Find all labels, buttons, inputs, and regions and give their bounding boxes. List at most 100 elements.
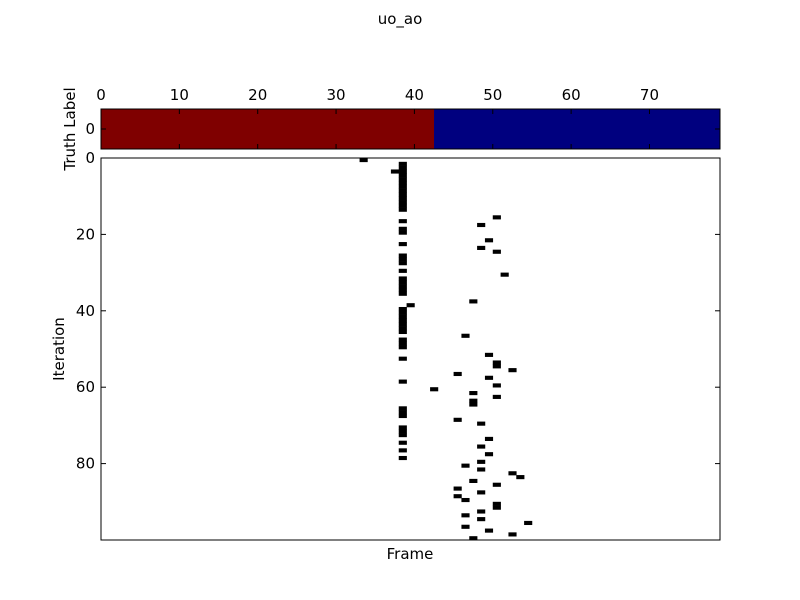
heatmap-cell	[524, 520, 533, 526]
heatmap-cell	[492, 215, 501, 220]
x-tick-label: 70	[640, 86, 659, 104]
y-tick-label: 60	[76, 378, 95, 396]
heatmap-cell	[398, 196, 407, 201]
heatmap-cell	[398, 433, 407, 438]
heatmap-cell	[398, 287, 407, 292]
heatmap-cell	[508, 471, 517, 476]
heatmap-cell	[477, 490, 486, 495]
heatmap-cell	[398, 318, 407, 323]
heatmap-cell	[492, 394, 501, 399]
heatmap-cell	[398, 169, 407, 174]
x-tick-label: 60	[562, 86, 581, 104]
iteration-heatmap-panel: 0 20 40 60 80 Frame Iteration	[50, 149, 721, 563]
heatmap-cell	[492, 364, 501, 369]
heatmap-cell	[477, 444, 486, 449]
truth-label-panel: 0 10 20 30 40 50 60 70 0 Truth Label	[61, 86, 721, 172]
heatmap-background	[101, 158, 720, 540]
heatmap-cell	[461, 497, 470, 503]
heatmap-cell	[398, 226, 407, 231]
heatmap-cell	[398, 192, 407, 197]
heatmap-cell	[406, 303, 415, 308]
chart-title: uo_ao	[378, 10, 423, 29]
x-axis-label: Frame	[387, 545, 434, 563]
heatmap-cell	[398, 410, 407, 415]
heatmap-cell	[484, 436, 494, 441]
x-tick-label: 30	[327, 86, 346, 104]
y-tick-label: 20	[76, 225, 95, 243]
heatmap-cell	[492, 249, 501, 254]
heatmap-cell	[477, 459, 486, 464]
heatmap-cell	[453, 371, 462, 377]
heatmap-cell	[500, 272, 509, 277]
heatmap-cell	[398, 341, 407, 346]
heatmap-cell	[484, 238, 494, 243]
heatmap-cell	[398, 406, 407, 411]
heatmap-cell	[398, 329, 407, 335]
heatmap-cell	[398, 184, 407, 189]
heatmap-cell	[477, 245, 486, 250]
heatmap-cell	[469, 478, 478, 483]
heatmap-cell	[461, 463, 470, 468]
heatmap-cell	[453, 486, 462, 491]
heatmap-cell	[398, 177, 407, 182]
heatmap-cell	[492, 505, 501, 510]
heatmap-cell	[398, 345, 407, 350]
heatmap-cell	[461, 513, 470, 518]
heatmap-cell	[484, 375, 494, 380]
heatmap-cell	[469, 402, 478, 407]
heatmap-cell	[398, 284, 407, 289]
heatmap-cell	[492, 360, 501, 365]
heatmap-cell	[453, 494, 462, 499]
heatmap-cell	[359, 158, 368, 163]
heatmap-cell	[398, 276, 407, 281]
x-tick-label: 0	[96, 86, 106, 104]
heatmap-cell	[398, 219, 407, 224]
heatmap-cell	[398, 242, 407, 247]
heatmap-cell	[398, 310, 407, 315]
heatmap-cell	[398, 291, 407, 296]
heatmap-cell	[398, 200, 407, 205]
heatmap-frame	[100, 157, 721, 541]
truth-label-ylabel: Truth Label	[61, 87, 79, 171]
heatmap-cell	[477, 421, 486, 426]
truth-segment-negative	[434, 109, 720, 149]
heatmap-cell	[398, 180, 407, 186]
heatmap-cell	[477, 222, 486, 228]
heatmap-cell	[398, 165, 407, 170]
y-axis-label: Iteration	[50, 317, 68, 381]
heatmap-cell	[398, 207, 407, 212]
heatmap-cell	[508, 368, 517, 373]
x-tick-label: 50	[483, 86, 502, 104]
heatmap-cell	[390, 169, 400, 174]
heatmap-cell	[398, 268, 407, 273]
heatmap-cell	[398, 161, 407, 166]
heatmap-cell	[398, 337, 407, 342]
heatmap-cell	[398, 230, 407, 235]
heatmap-cell	[398, 322, 407, 327]
heatmap-cell	[398, 203, 407, 208]
heatmap-cell	[398, 379, 407, 384]
heatmap-cell	[398, 326, 407, 331]
heatmap-cell	[469, 299, 478, 304]
heatmap-cell	[477, 467, 486, 472]
heatmap-cell	[398, 306, 407, 312]
heatmap-cell	[398, 429, 407, 434]
x-tick-label: 10	[170, 86, 189, 104]
y-tick-label: 0	[85, 149, 95, 167]
x-tick-label: 20	[248, 86, 267, 104]
heatmap-cell	[484, 452, 494, 457]
heatmap-cell	[492, 383, 501, 388]
heatmap-cell	[484, 528, 494, 533]
heatmap-cell	[492, 501, 501, 506]
heatmap-cell	[398, 261, 407, 266]
heatmap-cell	[398, 455, 407, 461]
heatmap-cell	[508, 532, 517, 537]
truth-segment-positive	[101, 109, 435, 149]
heatmap-cell	[461, 333, 470, 338]
heatmap-cell	[398, 314, 407, 319]
heatmap-cell	[398, 188, 407, 193]
heatmap-cell	[430, 387, 439, 392]
heatmap-cell	[516, 475, 525, 480]
heatmap-cell	[477, 509, 486, 514]
